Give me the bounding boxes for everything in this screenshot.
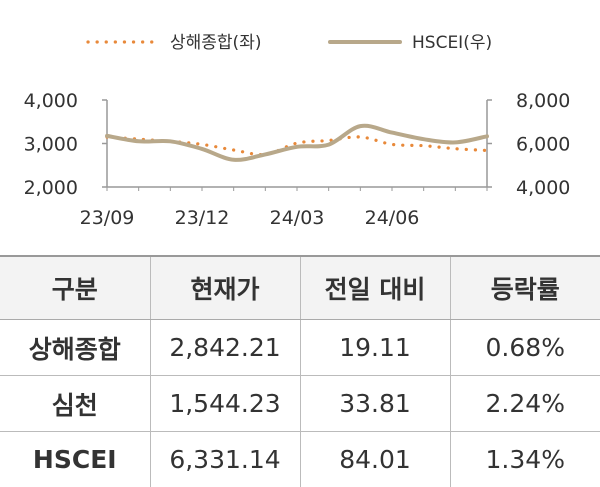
table-row: 상해종합 2,842.21 19.11 0.68% [0,320,600,376]
row-name: 심천 [0,376,150,432]
quote-table: 구분 현재가 전일 대비 등락률 상해종합 2,842.21 19.11 0.6… [0,255,600,487]
y-left-tick-label: 3,000 [24,134,78,156]
y-right-tick-label: 8,000 [516,90,570,112]
chart-legend: 상해종합(좌) HSCEI(우) [88,33,492,53]
column-header-rate: 등락률 [450,256,600,320]
row-change: 33.81 [300,376,450,432]
y-left-tick-label: 2,000 [24,177,78,199]
column-header-category: 구분 [0,256,150,320]
row-price: 6,331.14 [150,432,300,487]
column-header-price: 현재가 [150,256,300,320]
series-line-hscei [107,126,487,160]
row-rate: 0.68% [450,320,600,376]
legend-label: HSCEI(우) [412,33,492,53]
y-right-tick-label: 4,000 [516,177,570,199]
column-header-change: 전일 대비 [300,256,450,320]
index-chart: 상해종합(좌) HSCEI(우) 4,000 3,000 2,000 8,000 6,00… [0,0,600,248]
chart-axes: 4,000 3,000 2,000 8,000 6,000 4,000 23/09 23/12… [24,90,571,229]
row-rate: 1.34% [450,432,600,487]
x-tick-label: 24/03 [270,207,325,229]
row-name: 상해종합 [0,320,150,376]
row-name: HSCEI [0,432,150,487]
table-row: 심천 1,544.23 33.81 2.24% [0,376,600,432]
row-rate: 2.24% [450,376,600,432]
x-tick-label: 24/06 [365,207,420,229]
row-change: 19.11 [300,320,450,376]
chart-series [107,126,487,160]
y-right-tick-label: 6,000 [516,134,570,156]
row-change: 84.01 [300,432,450,487]
x-tick-label: 23/12 [175,207,230,229]
row-price: 1,544.23 [150,376,300,432]
table-header-row: 구분 현재가 전일 대비 등락률 [0,256,600,320]
legend-label: 상해종합(좌) [170,33,261,53]
row-price: 2,842.21 [150,320,300,376]
y-left-tick-label: 4,000 [24,90,78,112]
table-row: HSCEI 6,331.14 84.01 1.34% [0,432,600,487]
x-tick-label: 23/09 [80,207,135,229]
chart-svg: 상해종합(좌) HSCEI(우) 4,000 3,000 2,000 8,000 6,00… [0,0,600,248]
